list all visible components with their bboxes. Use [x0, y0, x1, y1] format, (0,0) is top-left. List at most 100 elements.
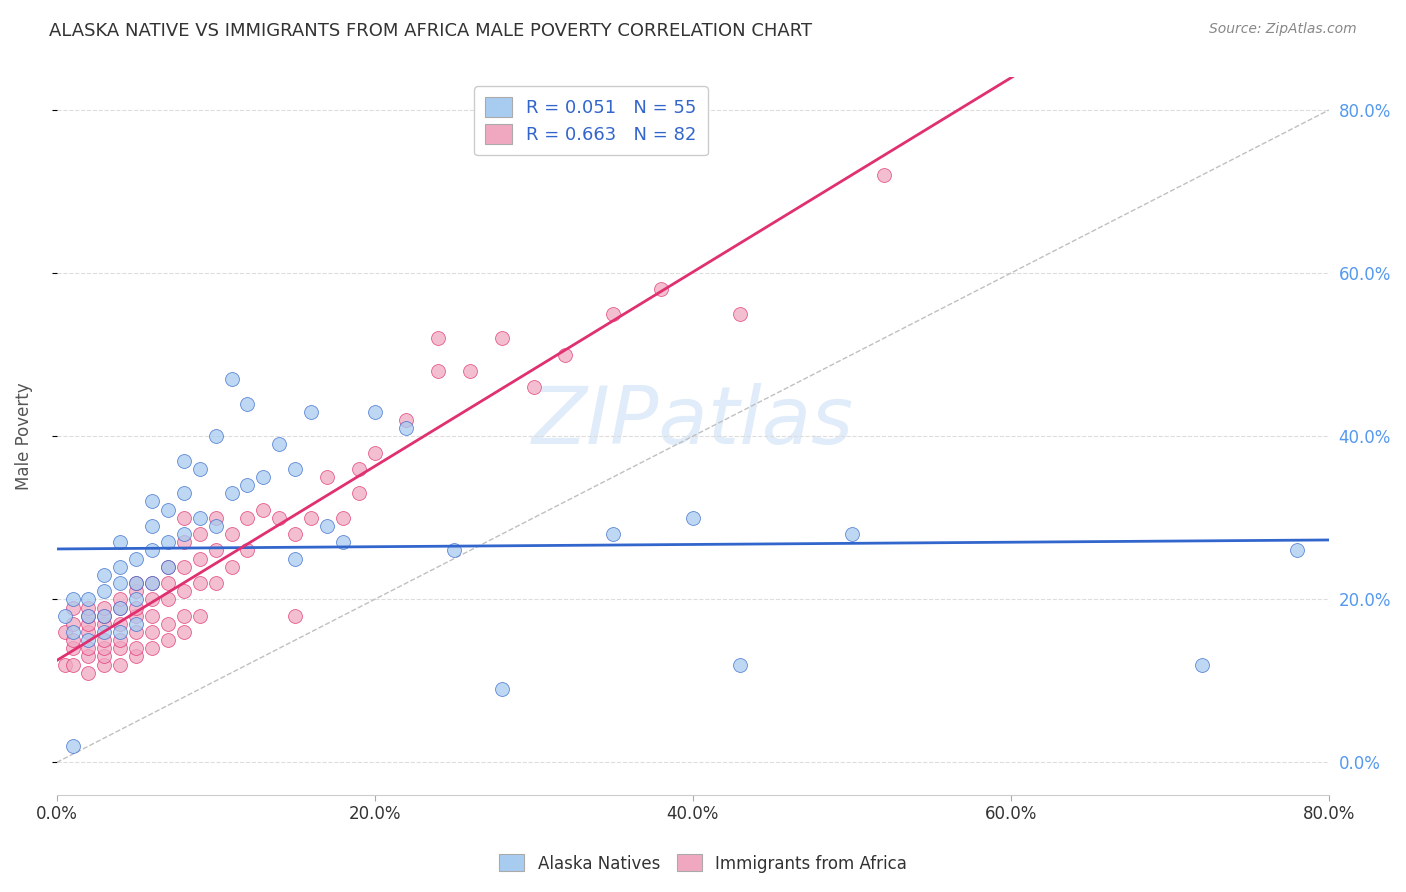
Point [62, 600, 84, 615]
Point [173, 510, 195, 524]
Point [141, 608, 163, 623]
Point [125, 576, 148, 591]
Point [110, 576, 132, 591]
Point [141, 624, 163, 639]
Point [53, 624, 76, 639]
Point [236, 510, 259, 524]
Point [221, 559, 243, 574]
Legend: R = 0.051   N = 55, R = 0.663   N = 82: R = 0.051 N = 55, R = 0.663 N = 82 [474, 87, 707, 155]
Y-axis label: Male Poverty: Male Poverty [15, 383, 32, 490]
Point [110, 641, 132, 656]
Point [141, 576, 163, 591]
Point [730, 657, 752, 672]
Point [156, 592, 179, 607]
Point [682, 510, 704, 524]
Point [125, 624, 148, 639]
Point [93, 657, 115, 672]
Point [110, 633, 132, 648]
Point [188, 527, 211, 541]
Point [284, 462, 307, 476]
Point [156, 502, 179, 516]
Point [110, 600, 132, 615]
Point [93, 633, 115, 648]
Point [554, 348, 576, 362]
Point [284, 608, 307, 623]
Point [77, 624, 100, 639]
Point [204, 543, 226, 558]
Point [62, 633, 84, 648]
Point [62, 739, 84, 753]
Point [427, 331, 450, 345]
Point [602, 307, 624, 321]
Point [269, 510, 291, 524]
Point [395, 413, 418, 427]
Point [236, 397, 259, 411]
Point [284, 527, 307, 541]
Point [125, 616, 148, 631]
Point [93, 624, 115, 639]
Point [173, 608, 195, 623]
Point [221, 372, 243, 386]
Point [125, 576, 148, 591]
Point [841, 527, 863, 541]
Point [93, 608, 115, 623]
Point [491, 331, 513, 345]
Point [77, 641, 100, 656]
Point [141, 576, 163, 591]
Point [93, 608, 115, 623]
Point [125, 592, 148, 607]
Point [173, 527, 195, 541]
Point [93, 641, 115, 656]
Point [236, 478, 259, 492]
Point [93, 649, 115, 664]
Point [125, 551, 148, 566]
Point [77, 592, 100, 607]
Point [1285, 543, 1308, 558]
Point [110, 600, 132, 615]
Point [347, 486, 370, 500]
Point [110, 592, 132, 607]
Point [77, 616, 100, 631]
Point [77, 600, 100, 615]
Point [125, 641, 148, 656]
Point [141, 519, 163, 533]
Point [173, 535, 195, 549]
Point [872, 169, 894, 183]
Point [125, 649, 148, 664]
Point [523, 380, 546, 394]
Point [173, 453, 195, 467]
Point [252, 502, 274, 516]
Point [252, 470, 274, 484]
Point [93, 584, 115, 599]
Point [93, 616, 115, 631]
Text: ALASKA NATIVE VS IMMIGRANTS FROM AFRICA MALE POVERTY CORRELATION CHART: ALASKA NATIVE VS IMMIGRANTS FROM AFRICA … [49, 22, 813, 40]
Point [299, 510, 322, 524]
Point [125, 584, 148, 599]
Point [188, 551, 211, 566]
Point [156, 616, 179, 631]
Point [110, 559, 132, 574]
Point [62, 657, 84, 672]
Point [269, 437, 291, 451]
Point [93, 567, 115, 582]
Point [427, 364, 450, 378]
Point [236, 543, 259, 558]
Point [77, 608, 100, 623]
Point [204, 576, 226, 591]
Point [221, 486, 243, 500]
Point [316, 519, 339, 533]
Point [110, 616, 132, 631]
Point [332, 510, 354, 524]
Point [299, 405, 322, 419]
Point [443, 543, 465, 558]
Point [188, 608, 211, 623]
Point [458, 364, 481, 378]
Point [77, 665, 100, 680]
Point [347, 462, 370, 476]
Point [173, 584, 195, 599]
Point [53, 657, 76, 672]
Point [188, 462, 211, 476]
Point [77, 608, 100, 623]
Point [62, 592, 84, 607]
Point [141, 592, 163, 607]
